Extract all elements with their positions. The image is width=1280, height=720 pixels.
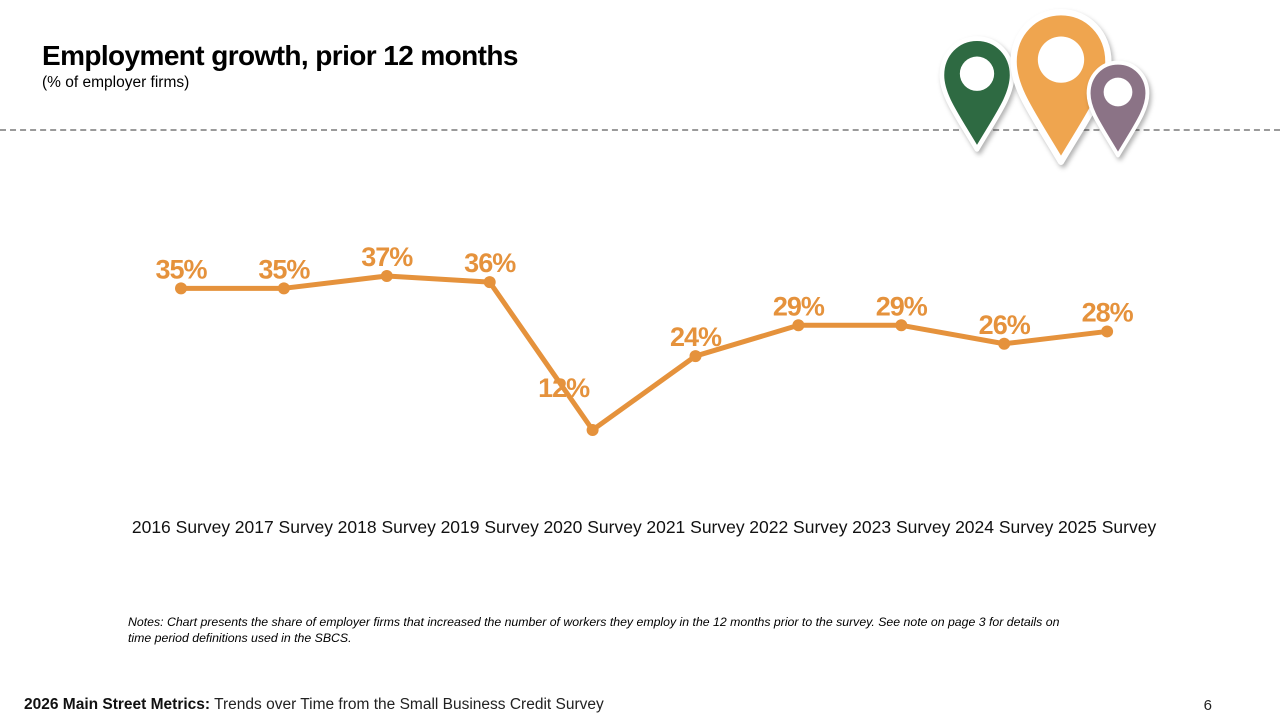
notes-line-2: time period definitions used in the SBCS… — [128, 631, 352, 646]
data-label: 12% — [538, 373, 590, 403]
notes-line-1: Notes: Chart presents the share of emplo… — [128, 615, 1060, 629]
header: Employment growth, prior 12 months (% of… — [42, 40, 518, 92]
data-point — [689, 350, 702, 363]
map-pin-purple-icon — [1089, 63, 1148, 156]
data-point — [998, 337, 1011, 350]
map-pins-logo — [0, 0, 1280, 200]
x-axis-label: 2022 Survey — [749, 517, 848, 537]
data-point — [483, 276, 496, 289]
data-point — [1101, 325, 1114, 338]
x-axis-label: 2024 Survey — [955, 517, 1054, 537]
data-label: 35% — [155, 254, 207, 284]
footer-report-subtitle: Trends over Time from the Small Business… — [210, 696, 604, 713]
data-point — [792, 319, 805, 332]
x-axis-label: 2019 Survey — [441, 517, 540, 537]
data-point — [380, 270, 393, 282]
trend-line — [178, 273, 1110, 433]
slide-footer: 2026 Main Street Metrics: Trends over Ti… — [0, 690, 1280, 720]
data-label: 24% — [670, 322, 722, 352]
data-label: 35% — [258, 254, 310, 284]
page-subtitle: (% of employer firms) — [42, 74, 190, 91]
data-label: 29% — [876, 291, 928, 321]
dashed-divider — [0, 129, 1280, 131]
map-pin-orange-icon — [1014, 12, 1109, 162]
x-axis-label: 2023 Survey — [852, 517, 951, 537]
page-title: Employment growth, prior 12 months — [42, 40, 518, 71]
data-label: 36% — [464, 248, 516, 278]
x-axis-label: 2018 Survey — [338, 517, 437, 537]
data-point — [895, 319, 908, 332]
footer-text: 2026 Main Street Metrics: Trends over Ti… — [24, 696, 604, 714]
data-point — [277, 282, 290, 295]
data-point — [586, 424, 599, 436]
chart-notes: Notes: Chart presents the share of emplo… — [128, 614, 1138, 647]
x-axis-label: 2021 Survey — [646, 517, 745, 537]
data-point — [175, 282, 187, 295]
data-label: 28% — [1082, 297, 1134, 327]
footer-report-title: 2026 Main Street Metrics: — [24, 696, 211, 713]
x-axis-label: 2025 Survey — [1058, 517, 1157, 537]
data-label: 29% — [773, 291, 825, 321]
page-number: 6 — [1203, 696, 1212, 714]
data-label: 37% — [361, 242, 413, 272]
x-axis-label: 2017 Survey — [235, 517, 334, 537]
data-label: 26% — [979, 310, 1031, 340]
map-pin-green-icon — [942, 39, 1012, 150]
x-axis-label: 2016 Survey — [132, 517, 231, 537]
x-axis-label: 2020 Survey — [543, 517, 642, 537]
